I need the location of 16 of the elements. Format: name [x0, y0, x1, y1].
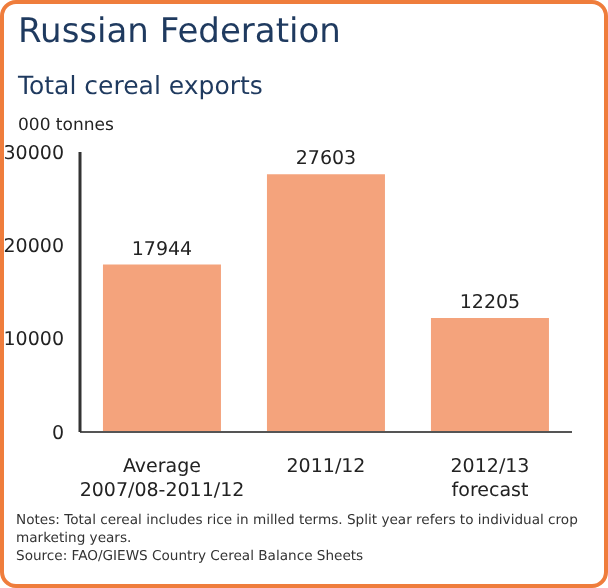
x-tick-label: 2012/13 forecast — [450, 456, 530, 502]
bar — [430, 318, 549, 432]
y-tick-label: 20000 — [3, 236, 64, 259]
y-axis-title: 000 tonnes — [18, 116, 114, 136]
bar — [102, 264, 221, 432]
y-tick-label: 30000 — [3, 142, 64, 165]
x-tick-label: Average 2007/08-2011/12 — [79, 456, 245, 502]
bar — [266, 174, 385, 432]
y-tick-label: 10000 — [3, 329, 64, 352]
chart-subtitle: Total cereal exports — [18, 70, 263, 100]
data-label: 12205 — [459, 292, 521, 315]
x-tick-label: 2011/12 — [286, 456, 366, 478]
y-tick-label: 0 — [51, 422, 64, 445]
data-label: 17944 — [131, 238, 193, 261]
data-label: 27603 — [295, 148, 357, 171]
chart-title: Russian Federation — [18, 12, 341, 52]
